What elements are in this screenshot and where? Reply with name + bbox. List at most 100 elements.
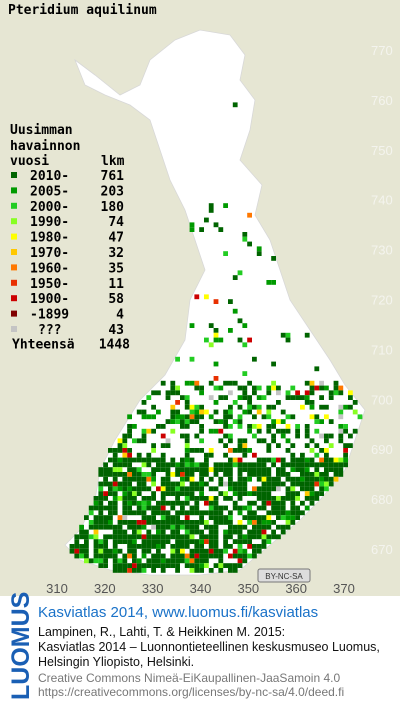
observation-cell: [213, 539, 219, 544]
observation-cell: [141, 462, 147, 468]
observation-cell: [112, 481, 118, 487]
observation-cell: [228, 496, 233, 501]
observation-cell: [117, 539, 123, 544]
observation-cell: [79, 553, 84, 559]
observation-cell: [237, 558, 243, 564]
observation-cell: [247, 212, 252, 218]
observation-cell: [218, 462, 224, 468]
observation-cell: [98, 496, 104, 501]
observation-cell: [290, 486, 296, 492]
observation-cell: [160, 481, 166, 487]
observation-cell: [247, 510, 252, 516]
observation-cell: [213, 472, 219, 477]
legend-swatch: [11, 264, 17, 271]
observation-cell: [343, 404, 348, 410]
observation-cell: [175, 390, 180, 396]
observation-cell: [266, 534, 272, 540]
observation-cell: [199, 544, 204, 549]
observation-cell: [175, 520, 180, 525]
observation-cell: [122, 472, 128, 477]
observation-cell: [247, 448, 252, 453]
observation-cell: [175, 510, 180, 516]
observation-cell: [213, 361, 219, 367]
observation-cell: [141, 433, 147, 439]
observation-cell: [228, 409, 233, 415]
observation-cell: [261, 496, 267, 501]
observation-cell: [271, 462, 276, 468]
observation-cell: [146, 500, 152, 506]
observation-cell: [170, 534, 176, 540]
observation-cell: [204, 496, 209, 501]
observation-cell: [112, 563, 118, 568]
observation-cell: [122, 433, 128, 439]
observation-cell: [93, 539, 99, 544]
observation-cell: [242, 515, 248, 520]
observation-cell: [180, 544, 185, 549]
observation-cell: [309, 481, 315, 487]
observation-cell: [290, 491, 296, 496]
observation-cell: [232, 308, 238, 314]
observation-cell: [223, 414, 228, 420]
legend-header: Uusimman: [10, 123, 73, 138]
legend-label: 1970-: [30, 246, 69, 261]
atlas-link[interactable]: Kasviatlas 2014, www.luomus.fi/kasviatla…: [38, 604, 318, 621]
observation-cell: [117, 462, 123, 468]
observation-cell: [328, 481, 334, 487]
observation-cell: [204, 500, 209, 506]
x-coordinate-label: 330: [142, 581, 164, 596]
observation-cell: [189, 520, 195, 525]
legend-swatch: [11, 295, 17, 302]
observation-cell: [228, 476, 233, 482]
observation-cell: [232, 419, 238, 424]
observation-cell: [228, 510, 233, 516]
observation-cell: [160, 568, 166, 573]
observation-cell: [304, 400, 310, 405]
observation-cell: [199, 428, 204, 434]
observation-cell: [184, 524, 190, 530]
observation-cell: [117, 568, 123, 573]
observation-cell: [218, 568, 224, 573]
observation-cell: [218, 510, 224, 516]
observation-cell: [151, 457, 156, 463]
observation-cell: [93, 520, 99, 525]
observation-cell: [276, 515, 281, 520]
observation-cell: [242, 232, 248, 237]
observation-cell: [319, 462, 324, 468]
observation-cell: [276, 443, 281, 448]
license-link[interactable]: https://creativecommons.org/licenses/by-…: [38, 685, 344, 699]
observation-cell: [112, 548, 118, 554]
observation-cell: [271, 433, 276, 439]
observation-cell: [213, 337, 219, 343]
observation-cell: [343, 428, 348, 434]
observation-cell: [280, 457, 286, 463]
observation-cell: [352, 409, 358, 415]
observation-cell: [189, 524, 195, 530]
observation-cell: [146, 472, 152, 477]
observation-cell: [242, 409, 248, 415]
observation-cell: [228, 433, 233, 439]
observation-cell: [223, 491, 228, 496]
observation-cell: [232, 102, 238, 108]
observation-cell: [309, 500, 315, 506]
observation-cell: [141, 544, 147, 549]
observation-cell: [122, 438, 128, 444]
observation-cell: [141, 539, 147, 544]
observation-cell: [300, 457, 305, 463]
observation-cell: [180, 524, 185, 530]
observation-cell: [127, 505, 132, 511]
observation-cell: [122, 529, 128, 535]
observation-cell: [108, 491, 113, 496]
observation-cell: [208, 208, 214, 213]
observation-cell: [333, 380, 339, 386]
observation-cell: [204, 510, 209, 516]
observation-cell: [256, 438, 262, 444]
observation-cell: [232, 491, 238, 496]
observation-cell: [194, 510, 200, 516]
observation-cell: [276, 400, 281, 405]
observation-cell: [189, 222, 195, 228]
observation-cell: [199, 548, 204, 554]
observation-cell: [88, 510, 94, 516]
observation-cell: [204, 558, 209, 564]
observation-cell: [223, 496, 228, 501]
observation-cell: [112, 452, 118, 458]
